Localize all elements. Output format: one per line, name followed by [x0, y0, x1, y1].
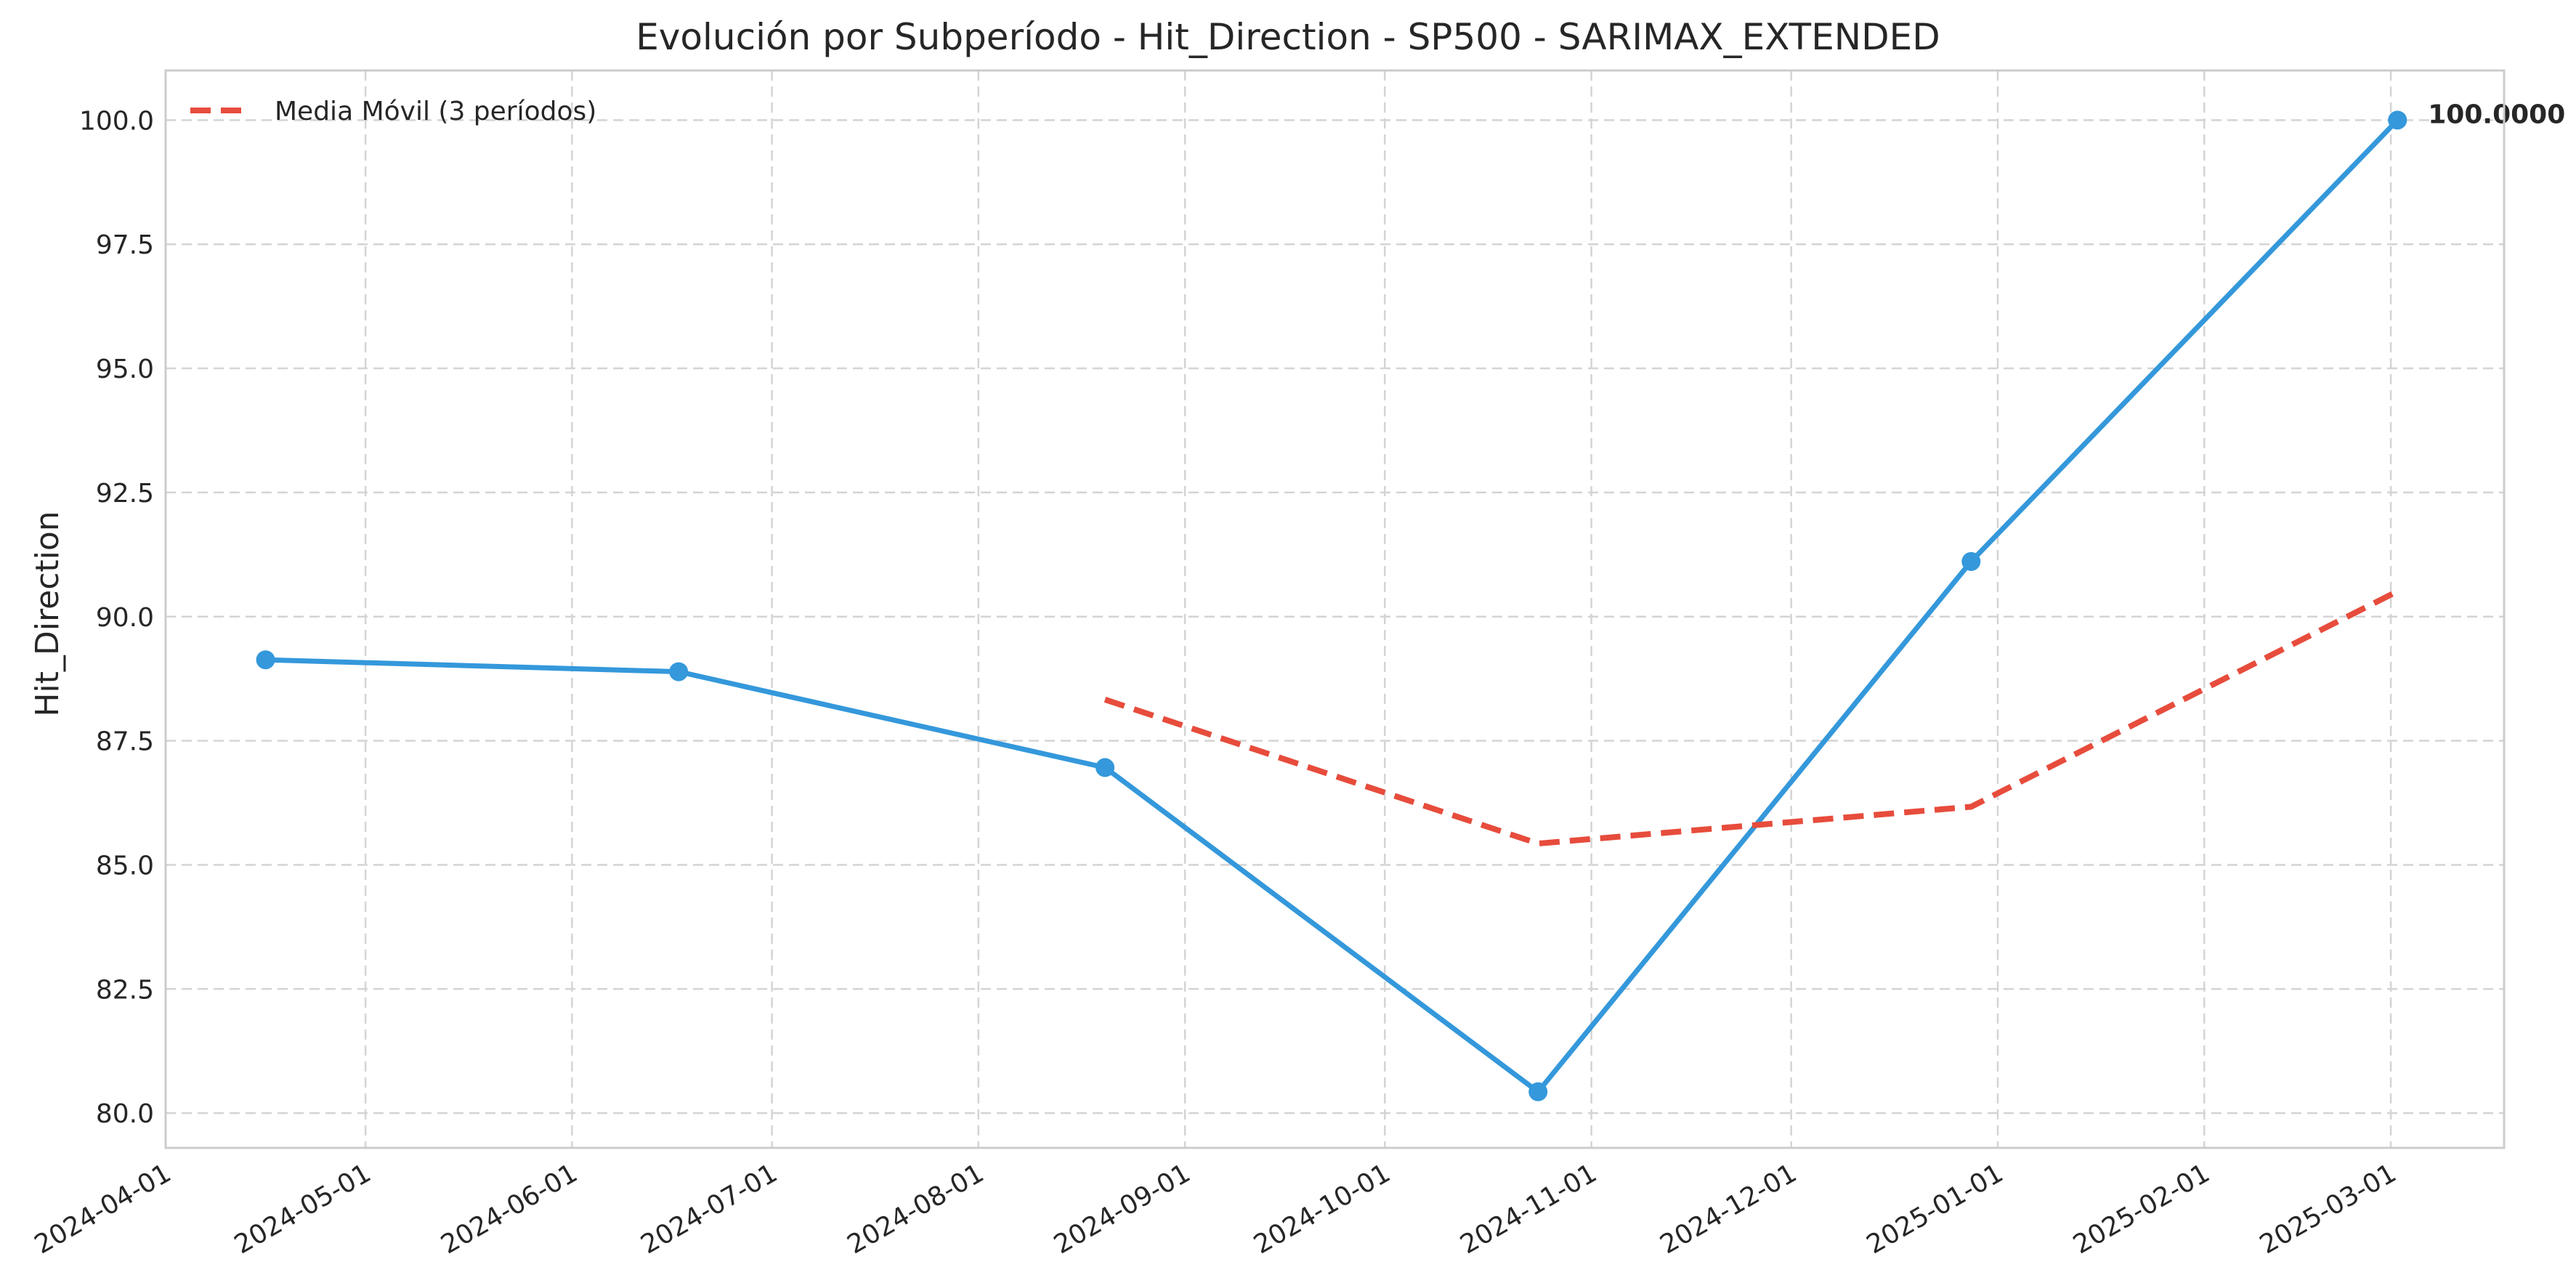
y-tick-label: 82.5 [96, 975, 154, 1005]
moving-average-line [1103, 588, 2399, 847]
chart-title: Evolución por Subperíodo - Hit_Direction… [636, 16, 1940, 58]
data-point [1528, 1082, 1548, 1101]
data-point [669, 662, 689, 681]
y-tick-label: 90.0 [96, 603, 154, 633]
legend-label: Media Móvil (3 períodos) [275, 97, 596, 126]
y-tick-label: 95.0 [96, 355, 154, 384]
y-tick-labels: 80.0 82.5 85.0 87.5 90.0 92.5 95.0 97.5 100.0 [79, 106, 154, 1129]
data-point [1095, 758, 1115, 777]
legend: Media Móvil (3 períodos) [190, 97, 596, 126]
data-point [256, 650, 275, 670]
y-tick-label: 92.5 [96, 479, 154, 509]
grid [164, 70, 2504, 1148]
data-point [1961, 551, 1981, 571]
y-tick-label: 87.5 [96, 727, 154, 757]
y-tick-label: 100.0 [79, 106, 154, 136]
y-axis-label: Hit_Direction [29, 511, 66, 716]
plot-series [256, 110, 2407, 1101]
plot-frame [164, 69, 2506, 1149]
y-tick-label: 80.0 [96, 1099, 154, 1129]
data-label: 100.0000 [2428, 100, 2565, 129]
y-tick-label: 85.0 [96, 851, 154, 881]
annotations: 100.0000 [2428, 100, 2565, 129]
data-point [2388, 110, 2407, 130]
hit-direction-line [265, 118, 2399, 1095]
y-tick-label: 97.5 [96, 230, 154, 260]
